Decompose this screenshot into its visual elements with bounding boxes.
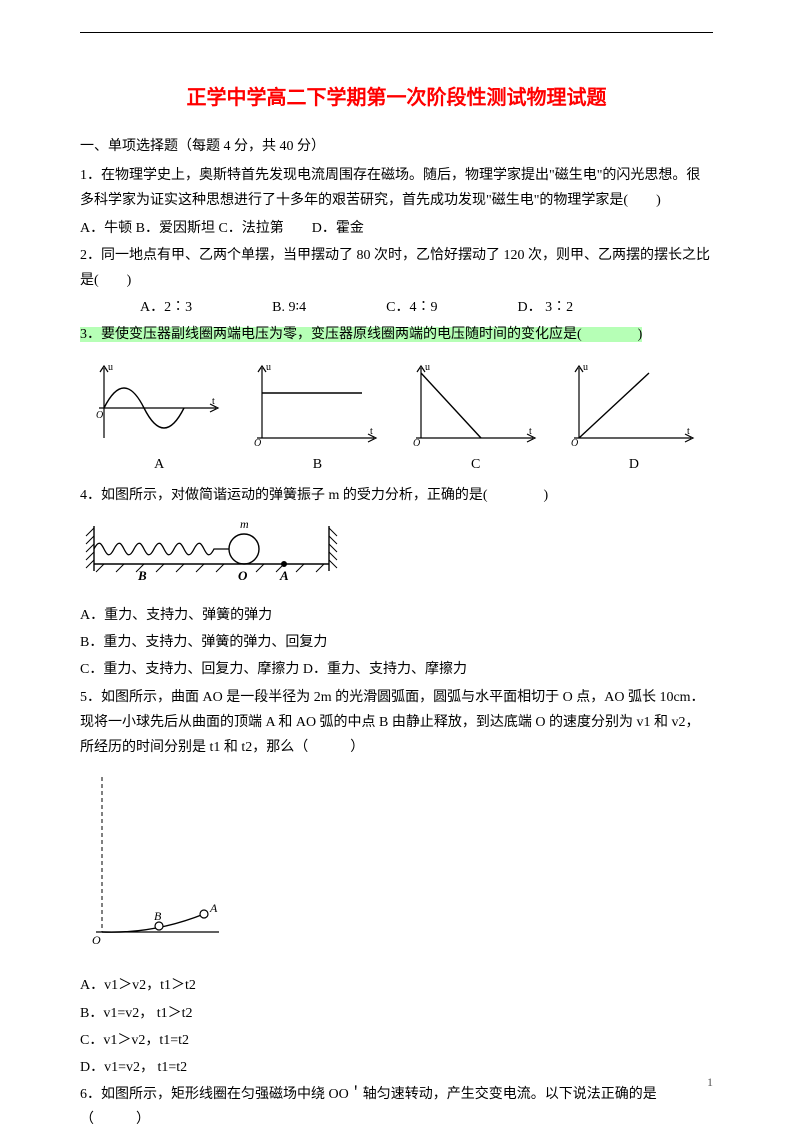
axis-t: t	[212, 396, 215, 407]
q2-opt-d: D． 3∶2	[517, 295, 573, 320]
q4-label-o: O	[238, 568, 248, 583]
q4-stem: 4．如图所示，对做简谐运动的弹簧振子 m 的受力分析，正确的是( )	[80, 483, 713, 508]
axis-t: t	[529, 426, 532, 437]
q5-stem: 5．如图所示，曲面 AO 是一段半径为 2m 的光滑圆弧面，圆弧与水平面相切于 …	[80, 685, 713, 761]
axis-u: u	[108, 362, 113, 373]
q5-label-o: O	[92, 933, 101, 947]
axis-u: u	[425, 362, 430, 373]
q3-graph-d: u t O	[569, 358, 699, 448]
q3-label-d: D	[569, 452, 699, 477]
q3-graph-labels: A B C D	[80, 452, 713, 477]
axis-o: O	[96, 410, 103, 421]
q3-label-b: B	[252, 452, 382, 477]
q2-opt-b: B. 9∶4	[272, 295, 306, 320]
q3-stem-text: 3．要使变压器副线圈两端电压为零，变压器原线圈两端的电压随时间的变化应是( )	[80, 327, 642, 342]
q2-opt-a: A．2∶3	[140, 295, 192, 320]
axis-u: u	[266, 362, 271, 373]
q5-label-b: B	[154, 909, 162, 923]
q6-stem: 6．如图所示，矩形线圈在匀强磁场中绕 OO＇轴匀速转动，产生交变电流。以下说法正…	[80, 1082, 713, 1132]
q5-opt-c: C．v1＞v2，t1=t2	[80, 1028, 713, 1053]
exam-title: 正学中学高二下学期第一次阶段性测试物理试题	[80, 80, 713, 116]
axis-o: O	[413, 438, 420, 448]
section-1-heading: 一、单项选择题（每题 4 分，共 40 分）	[80, 134, 713, 159]
axis-t: t	[370, 426, 373, 437]
q4-label-a: A	[279, 568, 289, 583]
q2-stem: 2．同一地点有甲、乙两个单摆，当甲摆动了 80 次时，乙恰好摆动了 120 次，…	[80, 243, 713, 293]
q3-stem: 3．要使变压器副线圈两端电压为零，变压器原线圈两端的电压随时间的变化应是( )	[80, 322, 713, 347]
q5-figure: A B O	[84, 772, 234, 952]
page-top-rule	[80, 32, 713, 33]
page-number: 1	[707, 1072, 713, 1094]
q5-opt-d: D．v1=v2， t1=t2	[80, 1055, 713, 1080]
q3-graphs: u t O u t O u t O u t O	[80, 358, 713, 448]
q2-opt-c: C．4∶9	[386, 295, 437, 320]
q4-opt-cd: C．重力、支持力、回复力、摩擦力 D．重力、支持力、摩擦力	[80, 657, 713, 682]
q3-label-a: A	[94, 452, 224, 477]
axis-o: O	[254, 438, 261, 448]
axis-o: O	[571, 438, 578, 448]
q5-opt-a: A．v1＞v2，t1＞t2	[80, 973, 713, 998]
q1-options: A．牛顿 B．爱因斯坦 C．法拉第 D．霍金	[80, 216, 713, 241]
axis-u: u	[583, 362, 588, 373]
q4-opt-a: A．重力、支持力、弹簧的弹力	[80, 603, 713, 628]
q3-graph-c: u t O	[411, 358, 541, 448]
q2-options-row: A．2∶3 B. 9∶4 C．4∶9 D． 3∶2	[80, 295, 713, 320]
q3-label-c: C	[411, 452, 541, 477]
q4-opt-b: B．重力、支持力、弹簧的弹力、回复力	[80, 630, 713, 655]
q4-figure: m B O A	[84, 516, 344, 586]
q5-label-a: A	[209, 901, 218, 915]
q4-label-m: m	[240, 517, 249, 531]
axis-t: t	[687, 426, 690, 437]
q3-graph-b: u t O	[252, 358, 382, 448]
q5-opt-b: B．v1=v2， t1＞t2	[80, 1001, 713, 1026]
q1-stem: 1．在物理学史上，奥斯特首先发现电流周围存在磁场。随后，物理学家提出"磁生电"的…	[80, 163, 713, 213]
q4-label-b: B	[137, 568, 147, 583]
q3-graph-a: u t O	[94, 358, 224, 448]
